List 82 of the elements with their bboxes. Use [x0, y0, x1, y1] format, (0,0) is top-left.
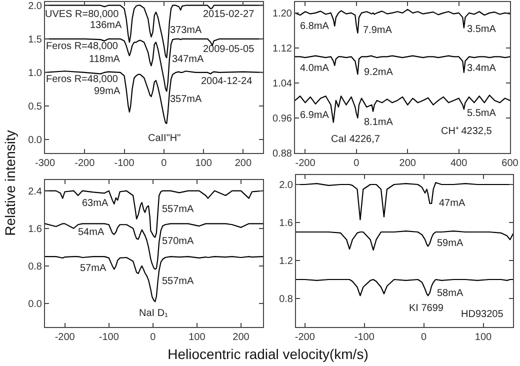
annotation: NaI D₁ — [139, 308, 169, 319]
annotation: 8.1mA — [364, 117, 394, 128]
x-tick-label: -100 — [114, 158, 135, 169]
annotation: 557mA — [162, 204, 194, 215]
x-tick-label: 100 — [195, 158, 212, 169]
y-tick-label: 1.12 — [272, 43, 292, 54]
y-tick-label: 2.4 — [28, 186, 42, 198]
y-tick-label: 1.04 — [272, 78, 292, 90]
y-tick-label: 0.5 — [28, 102, 42, 113]
y-tick-label: 1.6 — [279, 218, 294, 229]
x-tick-label: 0 — [354, 158, 360, 169]
x-tick-label: -200 — [74, 158, 96, 169]
y-tick-label: 0.88 — [272, 148, 292, 160]
line-series — [296, 278, 513, 296]
y-tick-label: 0.96 — [272, 113, 292, 124]
annotation: Feros R=48,000 — [46, 74, 118, 85]
line-series — [295, 8, 510, 34]
annotation: 347mA — [172, 54, 204, 65]
annotation: 59mA — [437, 238, 464, 249]
x-tick-label: -300 — [34, 158, 56, 169]
annotation: 9.2mA — [364, 67, 394, 78]
annotation: CH⁺ 4232,5 — [441, 126, 492, 137]
line-series — [296, 230, 513, 251]
x-tick-label: 400 — [450, 158, 468, 169]
y-tick-label: 1.0 — [28, 68, 42, 79]
annotation: 570mA — [162, 236, 194, 247]
annotation: 99mA — [94, 86, 120, 97]
y-tick-label: 1.6 — [28, 224, 42, 235]
line-series — [45, 256, 263, 302]
x-tick-label: -100 — [98, 332, 120, 343]
x-tick-label: 0 — [150, 332, 156, 343]
line-series — [45, 223, 263, 270]
annotation: 2004-12-24 — [201, 76, 253, 87]
x-tick-label: 600 — [502, 158, 519, 169]
annotation: 3.5mA — [467, 24, 496, 35]
x-tick-label: -200 — [295, 158, 316, 169]
annotation: HD93205 — [461, 309, 504, 320]
annotation: 118mA — [89, 54, 120, 65]
annotation: 557mA — [162, 276, 194, 287]
annotation: 2009-05-05 — [203, 44, 255, 55]
annotation: CaI 4226,7 — [331, 134, 380, 145]
x-tick-label: 200 — [232, 332, 250, 343]
annotation: 6.9mA — [300, 110, 330, 121]
annotation: 63mA — [82, 198, 108, 209]
annotation: 54mA — [78, 227, 104, 238]
annotation: 136mA — [90, 20, 122, 31]
annotation: KI 7699 — [409, 303, 444, 314]
x-tick-label: 200 — [234, 158, 252, 169]
annotation: Feros R=48,000 — [46, 41, 118, 52]
y-tick-label: 1.20 — [272, 8, 292, 20]
y-axis-title: Relative intensity — [2, 130, 18, 236]
annotation: 57mA — [80, 263, 106, 274]
x-tick-label: 100 — [188, 332, 206, 343]
x-tick-label: 0 — [161, 158, 168, 169]
y-tick-label: 1.5 — [28, 34, 42, 46]
line-series — [295, 55, 510, 75]
x-tick-label: -200 — [54, 332, 76, 343]
annotation: 357mA — [170, 94, 202, 105]
annotation: 7.9mA — [363, 25, 392, 36]
x-tick-label: 200 — [399, 158, 416, 169]
annotation: 6.8mA — [300, 21, 330, 32]
x-tick-label: 0 — [421, 332, 428, 343]
annotation: 47mA — [439, 198, 466, 209]
x-axis-title: Heliocentric radial velocity(km/s) — [168, 346, 368, 362]
y-tick-label: 0.8 — [279, 294, 294, 305]
y-tick-label: 2.0 — [279, 180, 294, 191]
annotation: 4.0mA — [300, 63, 330, 74]
annotation: UVES R=80,000 — [45, 9, 120, 20]
y-tick-label: 0.0 — [28, 135, 42, 146]
annotation: 2015-02-27 — [203, 9, 255, 20]
y-tick-label: 0.8 — [28, 261, 42, 272]
annotation: 3.4mA — [467, 63, 496, 74]
x-tick-label: -100 — [354, 332, 375, 343]
annotation: 58mA — [437, 288, 464, 299]
y-tick-label: 1.2 — [279, 256, 294, 267]
annotation: 5.5mA — [467, 108, 496, 119]
x-tick-label: 100 — [474, 332, 492, 343]
y-tick-label: 0.0 — [28, 299, 42, 310]
y-tick-label: 2.0 — [28, 0, 42, 12]
annotation: CaII"H" — [148, 133, 182, 144]
x-tick-label: -200 — [294, 332, 316, 343]
annotation: 373mA — [170, 25, 202, 36]
